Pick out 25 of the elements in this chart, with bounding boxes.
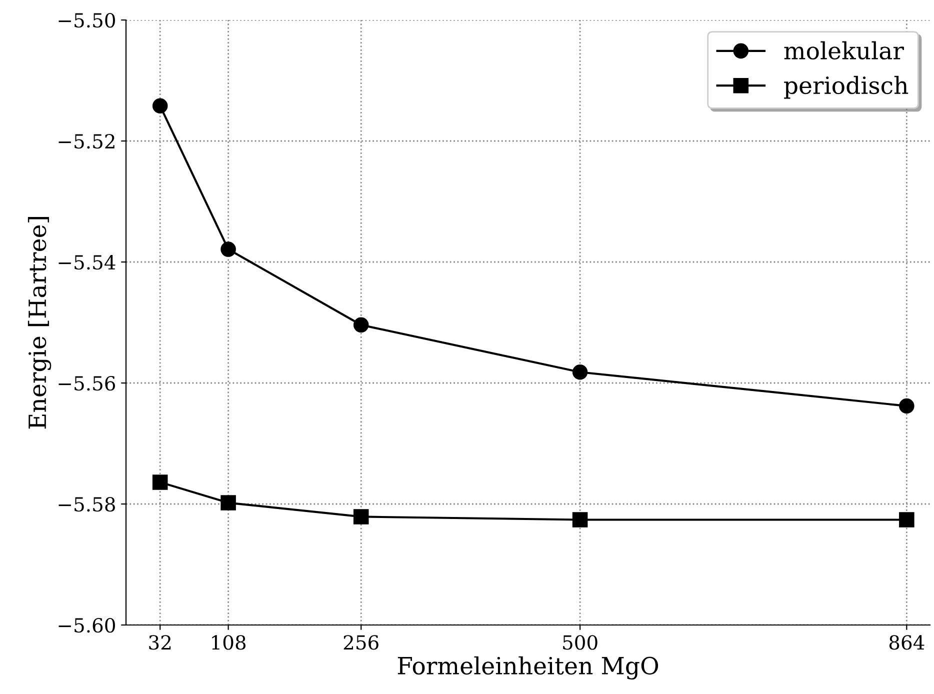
point xyxy=(899,512,914,528)
point xyxy=(353,509,369,524)
point xyxy=(572,364,588,380)
point xyxy=(572,512,588,528)
y-tick-label: −5.58 xyxy=(58,496,115,512)
point xyxy=(220,495,236,510)
y-tick-label: −5.56 xyxy=(58,376,116,391)
x-axis-title: Formeleinheiten MgO xyxy=(398,656,658,680)
point xyxy=(220,242,236,257)
x-tick-label: 32 xyxy=(149,635,171,650)
x-tick-label: 256 xyxy=(344,635,378,650)
point xyxy=(152,98,168,114)
x-tick-label: 108 xyxy=(212,635,246,650)
legend-label: molekular xyxy=(784,41,904,60)
legend-label: periodisch xyxy=(784,76,908,99)
y-tick-label: −5.50 xyxy=(58,12,115,28)
x-tick-label: 864 xyxy=(889,635,924,650)
point xyxy=(353,317,369,333)
y-tick-label: −5.52 xyxy=(58,134,114,149)
x-tick-label: 500 xyxy=(563,635,598,650)
y-tick-label: −5.54 xyxy=(58,254,116,270)
y-tick-label: −5.60 xyxy=(58,618,115,633)
point xyxy=(899,398,914,414)
point xyxy=(152,474,168,490)
y-axis-title: Energie [Hartree] xyxy=(28,217,52,429)
